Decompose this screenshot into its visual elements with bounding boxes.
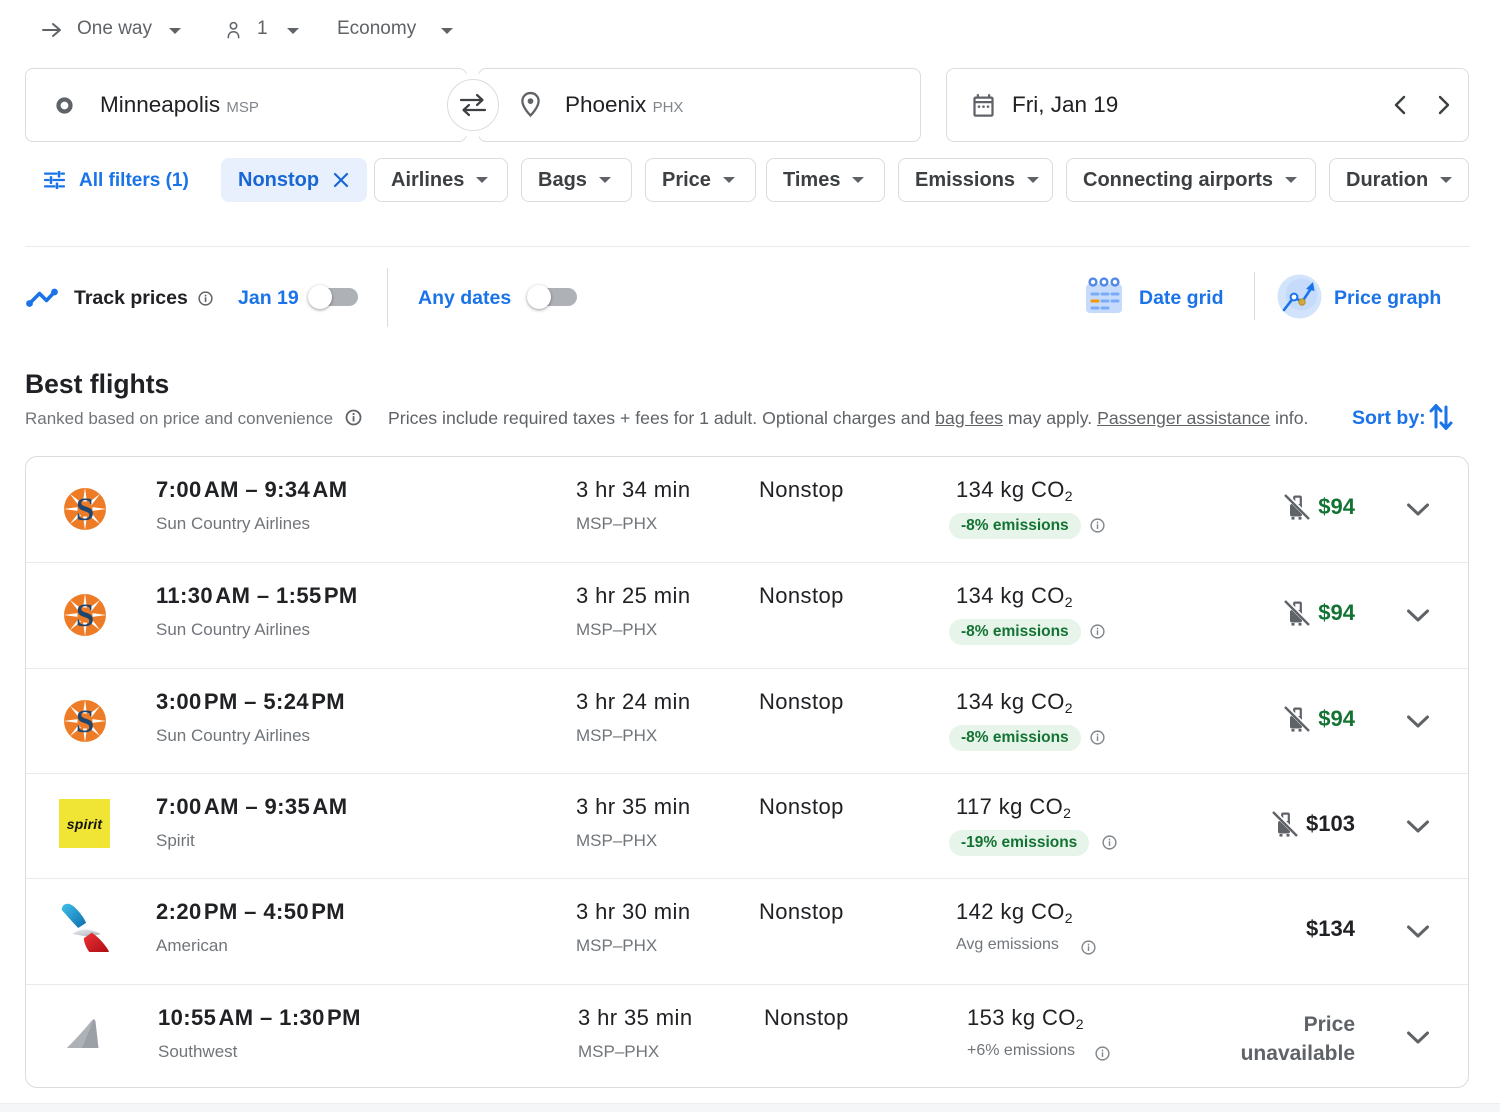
svg-text:S: S xyxy=(76,598,94,634)
svg-text:S: S xyxy=(76,492,94,528)
svg-text:spirit: spirit xyxy=(67,816,104,832)
svg-text:S: S xyxy=(76,704,94,740)
